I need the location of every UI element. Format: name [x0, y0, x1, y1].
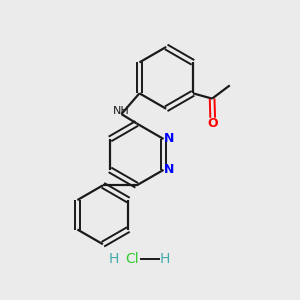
- Text: Cl: Cl: [125, 252, 139, 266]
- Text: NH: NH: [113, 106, 130, 116]
- Text: H: H: [109, 252, 119, 266]
- Text: O: O: [207, 117, 218, 130]
- Text: N: N: [164, 133, 174, 146]
- Text: N: N: [164, 164, 174, 176]
- Text: H: H: [160, 252, 170, 266]
